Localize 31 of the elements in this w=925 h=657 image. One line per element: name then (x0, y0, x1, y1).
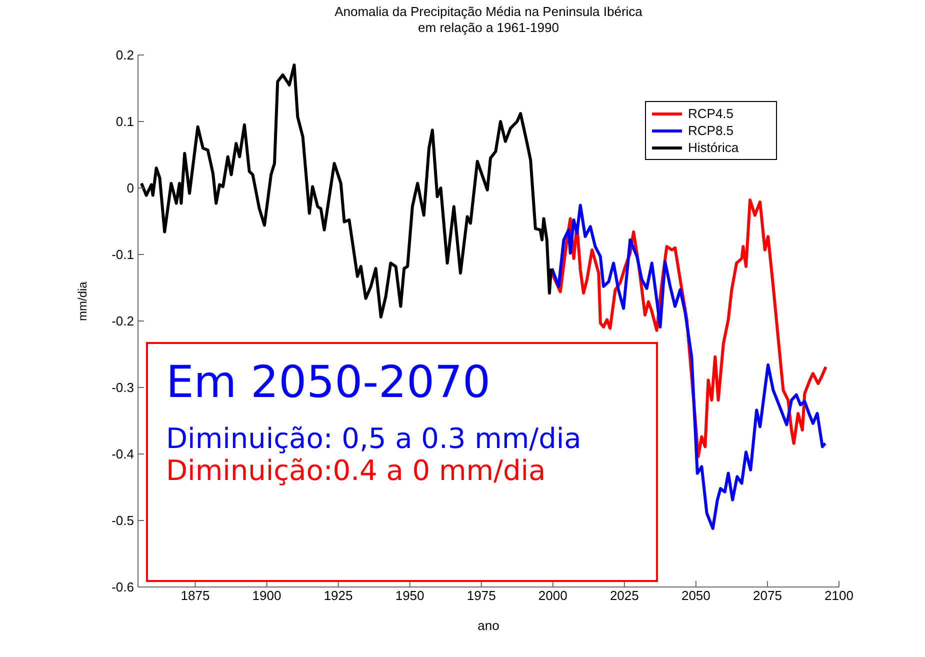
legend-label: Histórica (688, 139, 739, 156)
x-tick-label: 1925 (324, 588, 353, 604)
y-tick-label: -0.6 (112, 580, 134, 595)
x-tick-label: 2000 (538, 588, 568, 604)
x-axis-title: ano (478, 618, 500, 633)
y-tick-label: -0.1 (112, 247, 134, 262)
y-tick-label: -0.5 (112, 513, 134, 528)
legend-label: RCP8.5 (688, 122, 734, 139)
x-tick-label: 1875 (180, 588, 210, 604)
y-tick-label: -0.3 (112, 380, 134, 396)
y-tick-label: -0.2 (112, 314, 134, 329)
x-tick-label: 2025 (610, 588, 639, 604)
y-tick-label: 0.1 (116, 114, 134, 130)
annotation: Em 2050-2070 (166, 357, 492, 409)
annotation: Diminuição:0.4 a 0 mm/dia (166, 454, 547, 487)
line-series (140, 63, 553, 319)
y-tick-label: -0.4 (112, 446, 134, 462)
text-box: Em 2050-2070 Diminuição: 0,5 a 0.3 mm/dia Diminuição:0.4 a 0 mm/dia (146, 342, 658, 582)
x-tick-label: 2100 (824, 588, 854, 604)
legend-label: RCP4.5 (688, 105, 734, 122)
x-tick-label: 2050 (681, 588, 710, 604)
x-tick-label: 1900 (252, 588, 282, 604)
y-axis-title: mm/dia (75, 281, 90, 321)
x-tick-label: 1950 (395, 588, 424, 604)
y-tick-label: 0.2 (116, 48, 134, 63)
x-tick-label: 2075 (753, 588, 782, 604)
y-tick-label: 0 (126, 180, 134, 196)
x-tick-label: 1975 (466, 588, 496, 604)
chart-title: Anomalia da Precipitação Média na Peninsula Ibérica (334, 4, 644, 20)
chart-subtitle: em relação a 1961-1990 (417, 20, 560, 36)
annotation: Diminuição: 0,5 a 0.3 mm/dia (166, 422, 582, 455)
